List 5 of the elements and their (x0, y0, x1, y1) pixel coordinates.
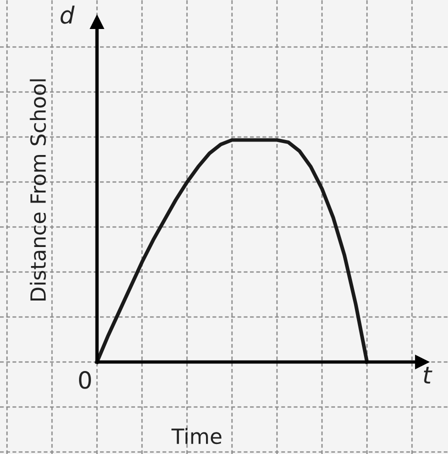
text: t (424, 366, 432, 384)
x-axis-title: Time (171, 428, 222, 444)
text: d (60, 6, 75, 24)
text: 0 (79, 370, 91, 389)
y-axis-title: Distance From School (30, 79, 46, 301)
